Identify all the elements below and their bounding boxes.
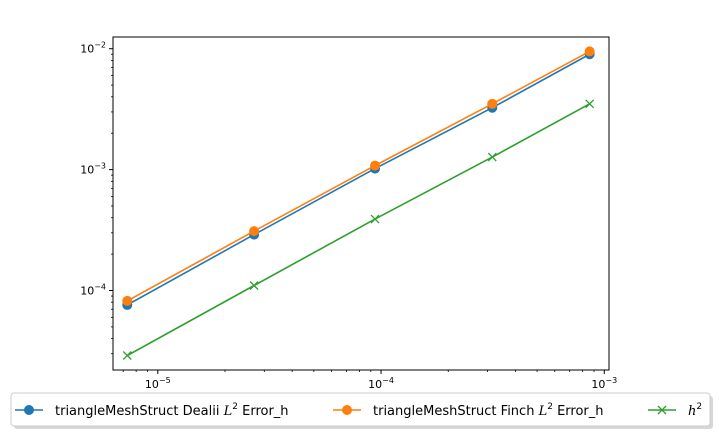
series-2-line bbox=[126, 50, 591, 302]
series-2-point bbox=[122, 295, 133, 306]
x-tick-base: 10 bbox=[591, 378, 605, 391]
legend-label: triangleMeshStruct Finch L2 Error_h bbox=[373, 402, 604, 419]
y-tick-label: 10−4 bbox=[80, 283, 106, 298]
x-tick-base: 10 bbox=[145, 378, 159, 391]
legend-label-math: h bbox=[688, 404, 696, 419]
series-layer bbox=[122, 46, 595, 360]
legend-label-superscript: 2 bbox=[547, 402, 553, 412]
legend-entry-3: h2 bbox=[648, 402, 702, 419]
legend-label-superscript: 2 bbox=[232, 402, 238, 412]
legend-swatch-marker bbox=[24, 405, 34, 415]
legend-entry-1: triangleMeshStruct Dealii L2 Error_h bbox=[15, 402, 289, 419]
series-1 bbox=[122, 49, 595, 310]
legend-swatch-marker bbox=[342, 405, 352, 415]
y-tick-label: 10−2 bbox=[80, 41, 106, 56]
y-tick-base: 10 bbox=[80, 164, 94, 177]
legend-items: triangleMeshStruct Dealii L2 Error_h tria… bbox=[15, 402, 702, 419]
y-tick-label: 10−3 bbox=[80, 162, 106, 177]
series-2 bbox=[122, 46, 595, 306]
x-tick-label: 10−4 bbox=[368, 376, 394, 391]
legend-label-superscript: 2 bbox=[696, 402, 702, 412]
series-3-point bbox=[122, 351, 132, 360]
series-2-point bbox=[584, 46, 595, 57]
y-tick-exponent: −2 bbox=[94, 41, 106, 50]
series-3-point bbox=[370, 214, 380, 224]
series-1-line bbox=[126, 53, 591, 306]
legend-label-suffix: Error_h bbox=[553, 404, 604, 419]
y-tick-base: 10 bbox=[80, 43, 94, 56]
series-3-point bbox=[585, 99, 595, 109]
legend-swatch-marker bbox=[657, 405, 667, 415]
series-3 bbox=[122, 99, 595, 360]
x-tick-exponent: −5 bbox=[159, 376, 171, 385]
tick-layer: 10−5 10−4 10−310−410−310−2 bbox=[80, 41, 617, 391]
y-tick-exponent: −3 bbox=[94, 162, 106, 171]
x-tick-exponent: −4 bbox=[382, 376, 394, 385]
legend-label-suffix: Error_h bbox=[238, 404, 289, 419]
series-2-point bbox=[249, 226, 260, 237]
series-2-point bbox=[487, 98, 498, 109]
x-tick-label: 10−3 bbox=[591, 376, 617, 391]
x-tick-label: 10−5 bbox=[145, 376, 171, 391]
legend-label-prefix: triangleMeshStruct Dealii bbox=[55, 404, 224, 419]
legend-label: h2 bbox=[688, 402, 702, 419]
legend-label-math: L bbox=[538, 404, 548, 419]
legend-label-math: L bbox=[223, 404, 233, 419]
legend-entry-2: triangleMeshStruct Finch L2 Error_h bbox=[333, 402, 604, 419]
y-tick-exponent: −4 bbox=[94, 283, 106, 292]
legend-label: triangleMeshStruct Dealii L2 Error_h bbox=[55, 402, 289, 419]
x-tick-exponent: −3 bbox=[605, 376, 617, 385]
x-tick-base: 10 bbox=[368, 378, 382, 391]
series-2-point bbox=[370, 160, 381, 171]
series-3-point bbox=[249, 281, 259, 290]
axes-frame bbox=[112, 36, 610, 371]
legend-label-prefix: triangleMeshStruct Finch bbox=[373, 404, 539, 419]
series-3-line bbox=[126, 103, 591, 357]
y-tick-base: 10 bbox=[80, 285, 94, 298]
legend: triangleMeshStruct Dealii L2 Error_h tria… bbox=[10, 392, 713, 429]
series-3-point bbox=[487, 152, 497, 162]
